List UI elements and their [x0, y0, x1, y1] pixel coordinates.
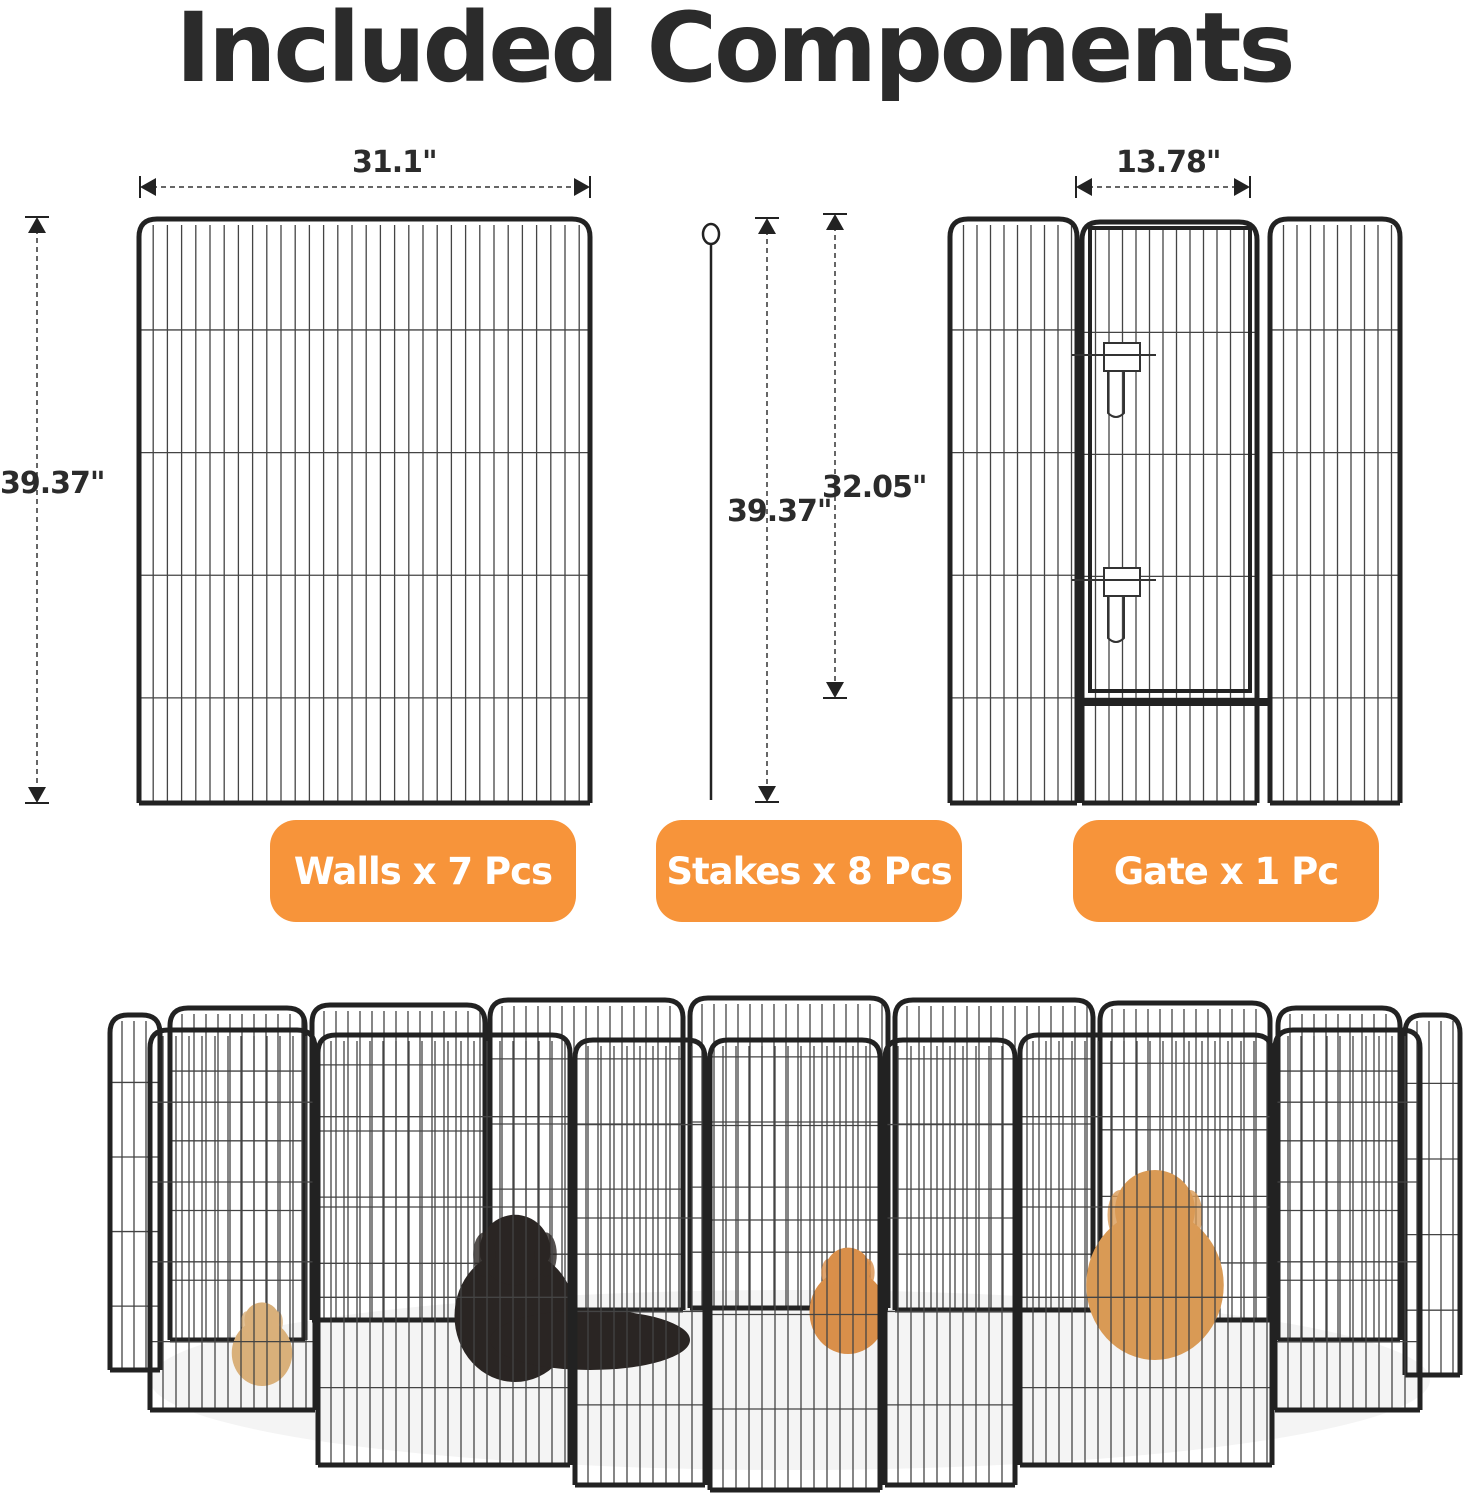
golden-retriever-illustration	[1086, 1170, 1224, 1360]
gate-right-panel	[1267, 216, 1403, 806]
playpen-front-panel	[1017, 1032, 1275, 1468]
bernese-body	[490, 1310, 690, 1370]
playpen-front-panel	[1272, 1027, 1423, 1413]
stake-length-arrow	[755, 217, 779, 803]
playpen-floor	[150, 1290, 1430, 1470]
page-title: Included Components	[175, 0, 1295, 104]
playpen-back-panel	[1275, 1005, 1403, 1343]
playpen-back-panel	[1402, 1012, 1463, 1378]
playpen-front-panel	[315, 1032, 573, 1468]
walls-badge: Walls x 7 Pcs	[270, 820, 576, 922]
stake-length-label: 39.37"	[727, 494, 833, 529]
playpen-front-panel	[572, 1037, 708, 1488]
playpen-front-panel	[882, 1037, 1018, 1488]
wall-width-label: 31.1"	[352, 145, 438, 180]
puppy-illustration	[231, 1302, 293, 1386]
stake-height-arrow	[823, 213, 847, 699]
playpen-back-panel	[892, 997, 1096, 1313]
gate-door-width-arrow	[1075, 176, 1251, 198]
wall-width-arrow	[139, 176, 591, 198]
wall-panel-illustration	[136, 216, 593, 806]
wall-height-label: 39.37"	[0, 466, 106, 501]
wall-height-arrow	[25, 216, 49, 804]
gate-door-width-label: 13.78"	[1116, 145, 1222, 180]
stake-height-label: 32.05"	[822, 470, 928, 505]
stakes-badge: Stakes x 8 Pcs	[656, 820, 962, 922]
gate-left-panel	[947, 216, 1080, 806]
playpen-front-panel	[147, 1027, 318, 1413]
playpen-front-panel	[707, 1037, 883, 1493]
corgi-illustration	[809, 1247, 887, 1354]
playpen-back-panel	[167, 1005, 308, 1343]
stake-illustration	[701, 222, 721, 800]
playpen-back-panel	[309, 1002, 488, 1323]
gate-middle-panel	[1079, 219, 1260, 806]
gate-badge: Gate x 1 Pc	[1073, 820, 1379, 922]
playpen-back-panel	[107, 1012, 163, 1373]
gate-door	[1072, 226, 1272, 706]
